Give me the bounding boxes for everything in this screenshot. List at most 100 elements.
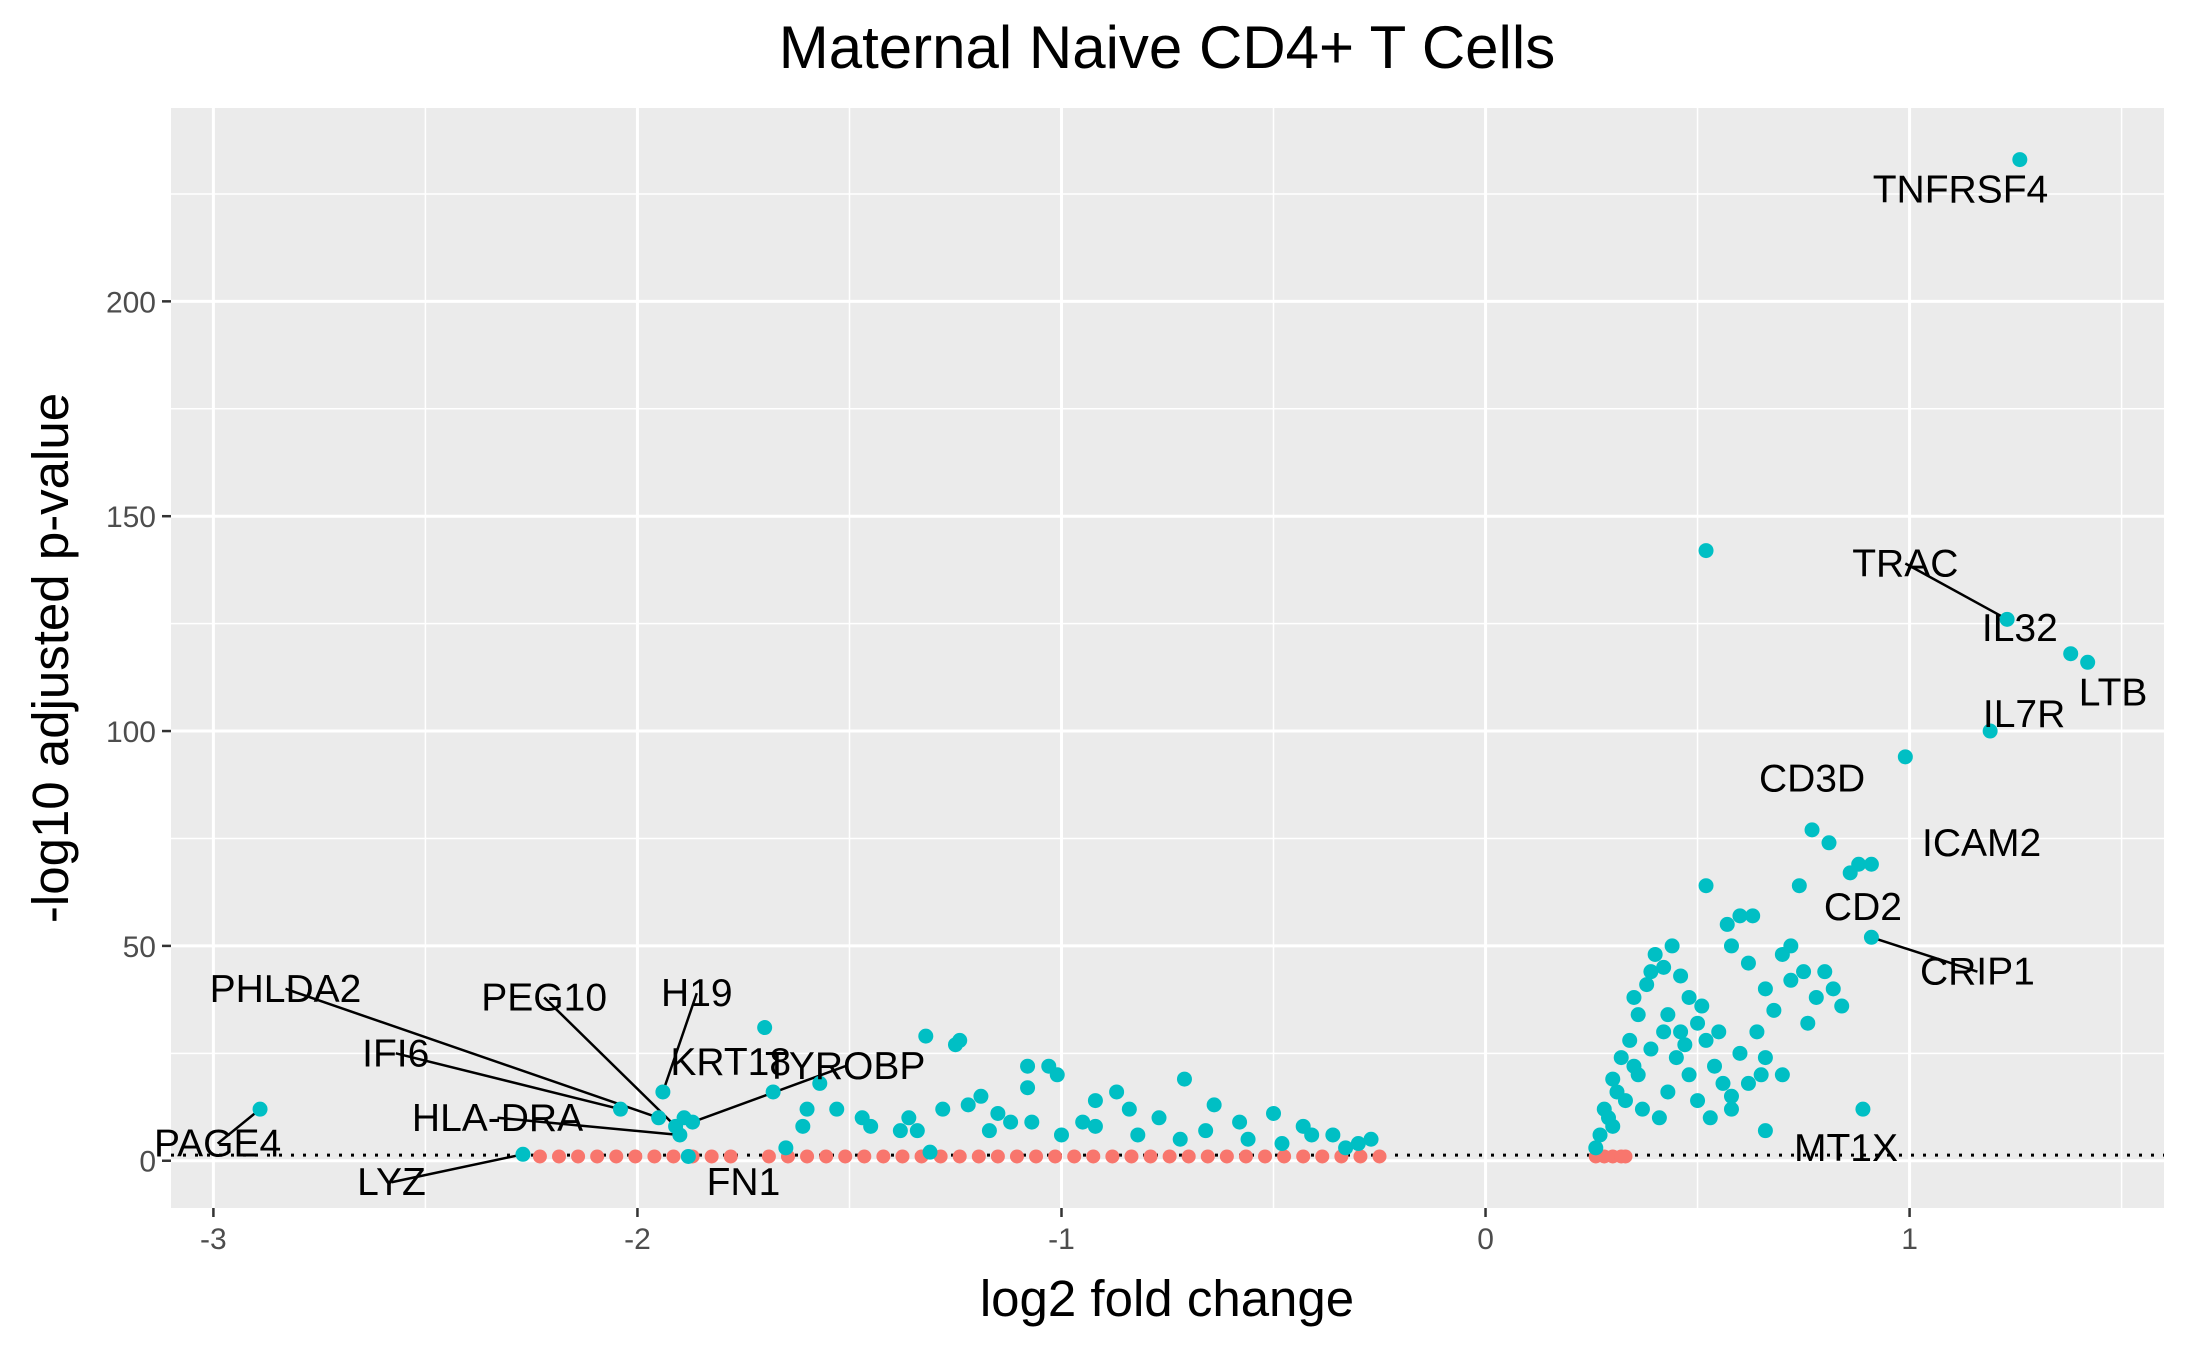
point-significant: [515, 1146, 531, 1162]
point-not-significant: [666, 1149, 681, 1164]
grid-major: [171, 108, 2164, 1208]
point-not-significant: [1105, 1149, 1120, 1164]
point-significant: [990, 1105, 1006, 1121]
y-axis-label: -log10 adjusted p-value: [22, 393, 79, 923]
point-significant: [1740, 1075, 1756, 1091]
point-significant: [1020, 1058, 1036, 1074]
point-significant: [1592, 1127, 1608, 1143]
point-significant: [1325, 1127, 1341, 1143]
point-significant: [2080, 654, 2096, 670]
point-significant: [1087, 1093, 1103, 1109]
point-significant: [1774, 1067, 1790, 1083]
gene-label-ifi6: IFI6: [362, 1032, 429, 1075]
gene-label-il32: IL32: [1982, 607, 2058, 650]
point-significant: [1020, 1080, 1036, 1096]
point-significant: [952, 1032, 968, 1048]
x-tick-label: 1: [1901, 1223, 1918, 1256]
point-significant: [1855, 1101, 1871, 1117]
point-significant: [1601, 1110, 1617, 1126]
gene-label-hla-dra: HLA-DRA: [412, 1097, 583, 1140]
point-significant: [1274, 1136, 1290, 1152]
label-segment-crip1: [1871, 936, 1978, 973]
x-axis-label: log2 fold change: [980, 1270, 1354, 1327]
gene-label-page4: PAGE4: [154, 1123, 281, 1166]
point-significant: [1198, 1123, 1214, 1139]
point-significant: [1664, 938, 1680, 954]
point-significant: [1719, 916, 1735, 932]
label-segment-page4: [216, 1108, 261, 1145]
point-significant: [1630, 1007, 1646, 1023]
point-significant: [1698, 543, 1714, 559]
point-not-significant: [609, 1149, 624, 1164]
point-significant: [1690, 1093, 1706, 1109]
point-significant: [1999, 611, 2015, 627]
point-significant: [1863, 929, 1879, 945]
point-not-significant: [1258, 1149, 1273, 1164]
point-significant: [1003, 1114, 1019, 1130]
point-significant: [1757, 1050, 1773, 1066]
label-segment-hla-dra: [497, 1116, 680, 1137]
point-significant: [1723, 938, 1739, 954]
y-tick-label: 200: [106, 286, 156, 319]
gene-label-fn1: FN1: [707, 1161, 781, 1204]
point-significant: [252, 1101, 268, 1117]
point-significant: [1647, 946, 1663, 962]
point-significant: [1715, 1075, 1731, 1091]
point-not-significant: [551, 1149, 566, 1164]
point-significant: [1711, 1024, 1727, 1040]
point-not-significant: [1162, 1149, 1177, 1164]
gene-label-tnfrsf4: TNFRSF4: [1873, 169, 2049, 212]
point-not-significant: [761, 1149, 776, 1164]
point-significant: [1350, 1136, 1366, 1152]
point-not-significant: [952, 1149, 967, 1164]
y-axis-ticks: 0 50 100 150 200: [106, 286, 171, 1179]
gene-label-h19: H19: [661, 972, 733, 1015]
point-not-significant: [1029, 1149, 1044, 1164]
point-significant: [1622, 1032, 1638, 1048]
point-not-significant: [800, 1149, 815, 1164]
point-significant: [1605, 1071, 1621, 1087]
point-significant: [1266, 1105, 1282, 1121]
point-significant: [1783, 938, 1799, 954]
point-not-significant: [704, 1149, 719, 1164]
point-not-significant: [1181, 1149, 1196, 1164]
point-significant: [1656, 1024, 1672, 1040]
point-not-significant: [876, 1149, 891, 1164]
point-significant: [1791, 878, 1807, 894]
point-significant: [1723, 1101, 1739, 1117]
point-significant: [655, 1084, 671, 1100]
point-not-significant: [628, 1149, 643, 1164]
point-significant: [765, 1084, 781, 1100]
gene-label-tyrobp: TYROBP: [765, 1045, 925, 1088]
point-significant: [1639, 977, 1655, 993]
point-significant: [1982, 723, 1998, 739]
point-significant: [672, 1127, 688, 1143]
point-significant: [829, 1101, 845, 1117]
point-significant: [778, 1140, 794, 1156]
x-tick-label: -2: [624, 1223, 651, 1256]
point-significant: [1643, 1041, 1659, 1057]
point-significant: [1643, 964, 1659, 980]
point-significant: [1804, 822, 1820, 838]
point-not-significant: [1353, 1149, 1368, 1164]
point-significant: [1732, 908, 1748, 924]
point-significant: [922, 1144, 938, 1160]
point-not-significant: [1200, 1149, 1215, 1164]
gene-label-crip1: CRIP1: [1920, 951, 2035, 994]
point-significant: [1796, 964, 1812, 980]
point-significant: [1651, 1110, 1667, 1126]
chart-title: Maternal Naive CD4+ T Cells: [779, 14, 1555, 81]
point-significant: [1172, 1131, 1188, 1147]
point-not-significant: [532, 1149, 547, 1164]
gene-label-lyz: LYZ: [357, 1161, 426, 1204]
point-not-significant: [838, 1149, 853, 1164]
point-not-significant: [1296, 1149, 1311, 1164]
point-significant: [1075, 1114, 1091, 1130]
point-significant: [1897, 749, 1913, 765]
point-significant: [863, 1118, 879, 1134]
plot-panel: [171, 108, 2164, 1208]
point-significant: [2012, 152, 2028, 168]
point-significant: [1151, 1110, 1167, 1126]
point-significant: [1698, 1032, 1714, 1048]
